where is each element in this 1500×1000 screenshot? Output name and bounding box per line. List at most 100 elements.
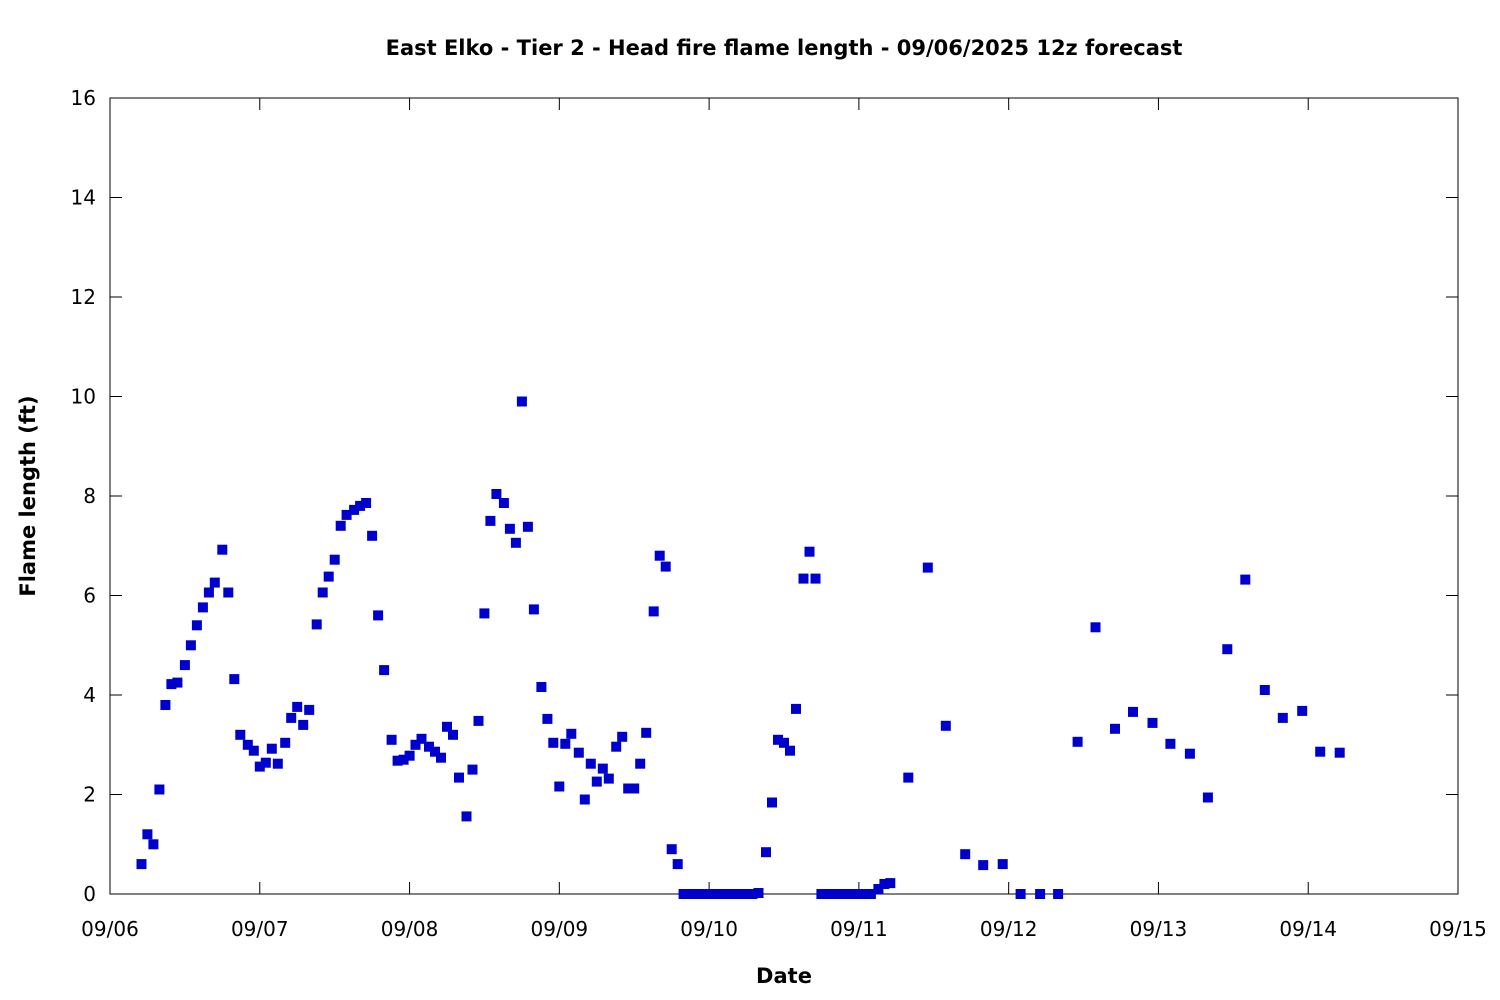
data-point: [978, 860, 989, 871]
data-point: [997, 859, 1008, 870]
x-tick-label: 09/14: [1279, 917, 1337, 941]
data-point: [1297, 705, 1308, 716]
data-point: [810, 573, 821, 584]
data-point: [654, 550, 665, 561]
data-point: [197, 602, 208, 613]
data-point: [317, 587, 328, 598]
data-point: [254, 761, 265, 772]
y-tick-label: 0: [83, 882, 96, 906]
data-point: [716, 889, 727, 899]
data-point: [704, 889, 715, 899]
data-point: [960, 849, 971, 860]
data-point: [229, 674, 240, 685]
data-point: [448, 729, 458, 740]
data-point: [209, 577, 220, 588]
data-point: [179, 660, 190, 671]
data-point: [591, 776, 602, 787]
data-point: [773, 734, 783, 745]
data-point: [1072, 736, 1083, 747]
data-point: [542, 713, 553, 724]
data-point: [828, 889, 839, 899]
data-point: [536, 682, 547, 692]
data-point: [304, 704, 315, 715]
data-point: [467, 764, 478, 775]
data-point: [430, 746, 440, 757]
y-tick-label: 16: [71, 86, 96, 110]
data-point: [873, 884, 884, 894]
data-point: [329, 554, 340, 565]
data-points: [136, 396, 1345, 899]
data-point: [747, 889, 758, 899]
data-point: [203, 587, 214, 598]
data-point: [355, 500, 366, 511]
data-point: [816, 889, 827, 899]
data-point: [522, 521, 533, 532]
data-point: [479, 608, 490, 619]
data-point: [678, 889, 689, 899]
data-point: [349, 504, 360, 515]
data-point: [166, 679, 177, 690]
data-point: [373, 610, 384, 621]
data-point: [741, 889, 752, 899]
plot-frame: [109, 97, 1459, 895]
data-point: [292, 701, 303, 712]
data-point: [235, 729, 246, 740]
x-tick-labels: 09/06 09/07 09/08 09/09 09/10 09/11 09/12 09/13…: [81, 917, 1487, 941]
data-point: [629, 783, 640, 794]
data-point: [885, 878, 896, 889]
data-point: [1315, 746, 1326, 757]
data-point: [386, 734, 397, 745]
data-point: [853, 889, 864, 899]
data-point: [416, 733, 427, 744]
data-point: [510, 537, 521, 548]
data-point: [798, 573, 809, 584]
data-point: [410, 739, 421, 750]
data-point: [1035, 889, 1046, 899]
data-point: [1015, 889, 1026, 899]
y-tick-label: 14: [71, 186, 96, 210]
data-point: [785, 745, 795, 756]
data-point: [940, 720, 951, 731]
data-point: [761, 847, 771, 858]
x-tick-label: 09/08: [381, 917, 439, 941]
y-tick-label: 2: [83, 783, 96, 807]
data-point: [242, 739, 253, 750]
data-point: [1110, 723, 1120, 734]
data-point: [573, 747, 584, 758]
data-point: [341, 509, 352, 520]
data-point: [491, 489, 502, 499]
data-point: [585, 758, 596, 769]
data-point: [648, 606, 659, 617]
data-point: [404, 750, 415, 761]
data-point: [379, 665, 390, 676]
data-point: [148, 839, 159, 850]
data-point: [666, 844, 677, 855]
data-point: [1128, 706, 1138, 717]
data-point: [424, 741, 434, 752]
data-point: [516, 396, 527, 407]
data-point: [1259, 685, 1270, 695]
data-point: [498, 498, 509, 508]
axis-ticks: [109, 97, 1459, 895]
data-point: [1222, 644, 1233, 655]
data-point: [822, 889, 833, 899]
data-point: [617, 731, 628, 742]
data-point: [579, 794, 590, 805]
data-point: [461, 811, 472, 822]
data-point: [185, 640, 196, 651]
data-point: [922, 562, 933, 573]
x-tick-label: 09/06: [81, 917, 139, 941]
data-point: [160, 700, 171, 710]
data-point: [723, 889, 734, 899]
data-point: [1240, 574, 1251, 585]
data-point: [217, 544, 228, 555]
data-point: [1184, 748, 1195, 759]
data-point: [903, 772, 914, 783]
y-tick-label: 8: [83, 484, 96, 508]
data-point: [223, 587, 234, 598]
x-tick-label: 09/15: [1429, 917, 1487, 941]
data-point: [504, 523, 515, 534]
data-point: [835, 889, 846, 899]
data-point: [641, 727, 652, 738]
data-point: [692, 889, 703, 899]
